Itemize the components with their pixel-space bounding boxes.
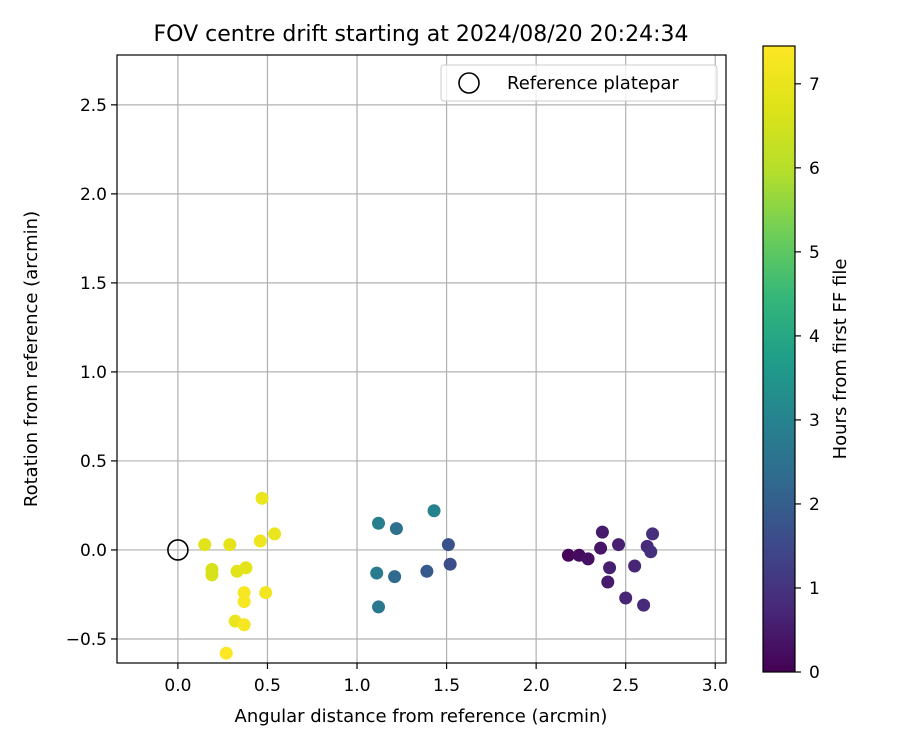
y-tick-label: 1.0 <box>80 363 107 383</box>
chart-title: FOV centre drift starting at 2024/08/20 … <box>154 22 689 47</box>
data-point <box>644 545 658 559</box>
data-point <box>239 561 253 575</box>
colorbar-tick-label: 0 <box>809 663 820 683</box>
data-point <box>237 595 251 609</box>
x-tick-label: 1.5 <box>433 676 460 696</box>
data-point <box>389 522 403 536</box>
data-point <box>237 586 251 600</box>
data-point <box>646 527 660 541</box>
data-point <box>561 548 575 562</box>
data-point <box>223 538 237 552</box>
grid <box>117 55 726 663</box>
data-point <box>612 538 626 552</box>
colorbar: 0 1 2 3 4 5 6 7 Hours from first FF file <box>762 45 851 683</box>
data-point <box>372 516 386 530</box>
x-tick-label: 0.0 <box>164 676 191 696</box>
y-axis-ticks: −0.5 0.0 0.5 1.0 1.5 2.0 2.5 <box>66 96 117 650</box>
colorbar-tick-label: 4 <box>809 327 820 347</box>
x-axis-label: Angular distance from reference (arcmin) <box>235 706 608 727</box>
data-point <box>581 552 595 566</box>
legend-label: Reference platepar <box>507 73 679 94</box>
x-tick-label: 1.0 <box>343 676 370 696</box>
data-point <box>603 561 617 575</box>
colorbar-tick-label: 3 <box>809 411 820 431</box>
colorbar-ticks: 0 1 2 3 4 5 6 7 <box>795 75 820 683</box>
data-point <box>259 586 273 600</box>
data-point <box>370 566 384 580</box>
data-point <box>253 534 267 548</box>
y-tick-label: 2.5 <box>80 96 107 116</box>
x-tick-label: 3.0 <box>702 676 729 696</box>
data-point <box>601 575 615 589</box>
data-point <box>637 598 651 612</box>
y-axis-label: Rotation from reference (arcmin) <box>21 211 42 507</box>
data-point <box>388 570 402 584</box>
colorbar-tick-label: 6 <box>809 159 820 179</box>
y-tick-label: 2.0 <box>80 185 107 205</box>
y-tick-label: 0.0 <box>80 541 107 561</box>
colorbar-gradient <box>762 45 796 673</box>
data-point <box>628 559 642 573</box>
data-point <box>594 541 608 555</box>
data-point <box>372 600 386 614</box>
data-point <box>420 564 434 578</box>
data-point <box>619 591 633 605</box>
data-point <box>219 646 233 660</box>
x-tick-label: 0.5 <box>254 676 281 696</box>
data-point <box>255 491 269 505</box>
colorbar-tick-label: 2 <box>809 495 820 515</box>
data-points <box>198 491 660 660</box>
colorbar-tick-label: 7 <box>809 75 820 95</box>
data-point <box>595 525 609 539</box>
colorbar-tick-label: 1 <box>809 579 820 599</box>
colorbar-label: Hours from first FF file <box>830 259 851 460</box>
data-point <box>205 568 219 582</box>
data-point <box>441 538 455 552</box>
y-tick-label: 0.5 <box>80 452 107 472</box>
data-point <box>427 504 441 518</box>
colorbar-tick-label: 5 <box>809 243 820 263</box>
legend-marker <box>458 72 480 94</box>
legend: Reference platepar <box>440 64 718 102</box>
legend-box <box>440 64 718 102</box>
data-point <box>268 527 282 541</box>
data-point <box>443 557 457 571</box>
x-tick-label: 2.5 <box>612 676 639 696</box>
reference-marker <box>167 539 189 561</box>
plot-frame <box>116 54 727 664</box>
data-point <box>198 538 212 552</box>
x-tick-label: 2.0 <box>523 676 550 696</box>
x-axis-ticks: 0.0 0.5 1.0 1.5 2.0 2.5 3.0 <box>164 663 729 696</box>
data-point <box>237 618 251 632</box>
y-tick-label: 1.5 <box>80 274 107 294</box>
y-tick-label: −0.5 <box>66 630 107 650</box>
